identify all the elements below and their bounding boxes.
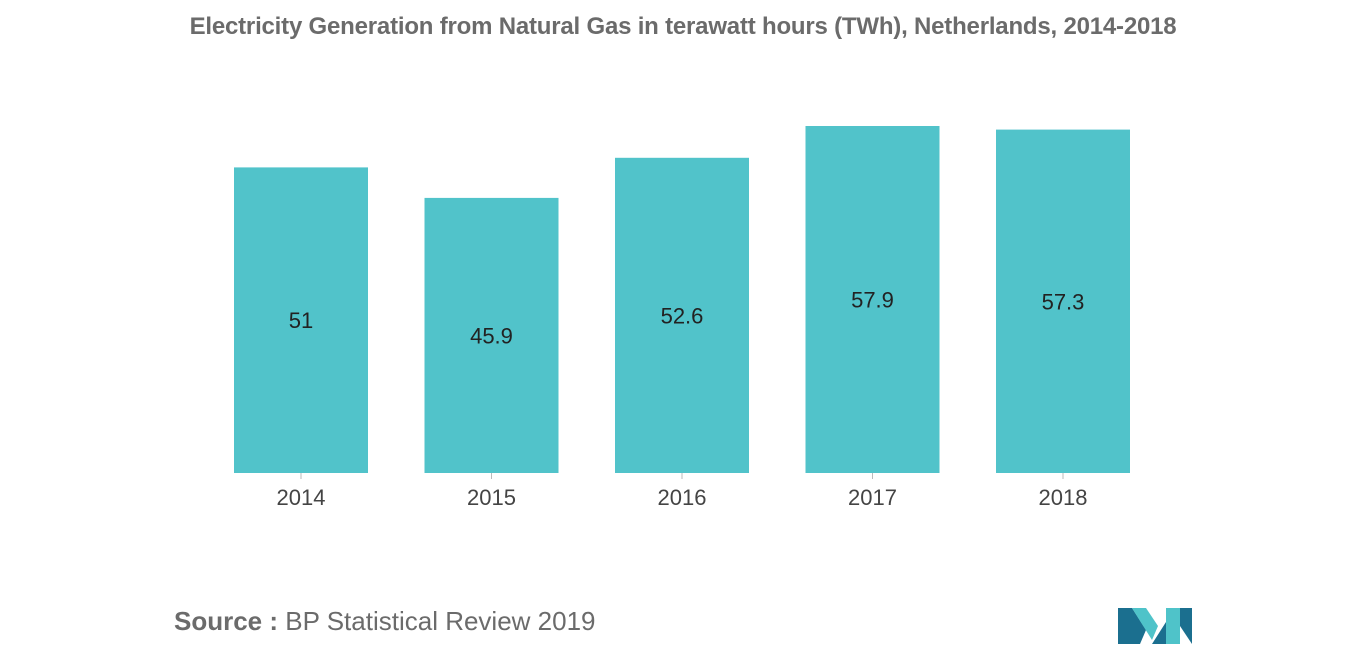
data-label-2017: 57.9	[851, 288, 894, 313]
bar-2016	[615, 157, 749, 474]
bar-2018	[996, 129, 1130, 473]
data-label-2015: 45.9	[470, 324, 513, 349]
bar-chart: 51 45.9 52.6 57.9 57.3 2014 2015 2016 2017 2018	[234, 126, 1130, 510]
bars-layer: 51 45.9 52.6 57.9 57.3	[234, 126, 1130, 474]
x-tick-label-2016: 2016	[658, 485, 707, 510]
x-tick-label-2014: 2014	[277, 485, 326, 510]
x-axis: 2014 2015 2016 2017 2018	[277, 473, 1088, 510]
data-label-2014: 51	[289, 308, 313, 333]
source-text: BP Statistical Review 2019	[285, 606, 596, 636]
bar-2014	[234, 167, 368, 473]
source-note: Source : BP Statistical Review 2019	[174, 606, 596, 637]
mordor-intelligence-logo-icon	[1118, 608, 1192, 644]
data-label-2018: 57.3	[1042, 289, 1085, 314]
x-tick-label-2018: 2018	[1039, 485, 1088, 510]
data-label-2016: 52.6	[661, 303, 704, 328]
source-prefix: Source :	[174, 606, 279, 636]
bar-2015	[424, 197, 559, 473]
bar-2017	[805, 126, 940, 473]
x-tick-label-2015: 2015	[467, 485, 516, 510]
chart-title: Electricity Generation from Natural Gas …	[189, 13, 1177, 40]
x-tick-label-2017: 2017	[848, 485, 897, 510]
